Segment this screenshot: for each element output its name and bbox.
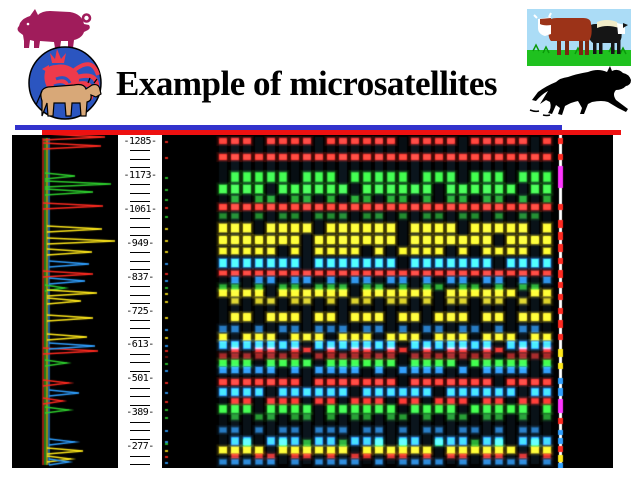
ruler-minor-tick [130, 158, 150, 160]
ruler-minor-tick [130, 464, 150, 466]
electropherogram-trace-panel [12, 135, 118, 468]
ruler-minor-tick [130, 167, 150, 169]
ruler-tick-label: -1285- [123, 136, 157, 147]
black-animal [588, 20, 628, 54]
rooster-and-cow-logo-icon [28, 46, 102, 120]
ruler-tick-label: -725- [126, 305, 154, 317]
ruler-minor-tick [130, 319, 150, 321]
ruler-minor-tick [130, 252, 150, 254]
ruler-tick-label: -389- [126, 407, 154, 419]
ruler-minor-tick [130, 303, 150, 305]
slide-title: Example of microsatellites [116, 64, 498, 103]
ruler-minor-tick [130, 421, 150, 423]
ruler-minor-tick [130, 404, 150, 406]
brown-cow [533, 12, 592, 55]
ruler-minor-tick [130, 269, 150, 271]
ruler-minor-tick [130, 353, 150, 355]
trace-canvas [12, 135, 118, 468]
pig-icon [17, 9, 92, 48]
ruler-minor-tick [130, 184, 150, 186]
ruler-minor-tick [130, 218, 150, 220]
ruler-minor-tick [130, 438, 150, 440]
ruler-tick-label: -613- [126, 339, 154, 351]
ruler-minor-tick [130, 336, 150, 338]
ruler-minor-tick [130, 192, 150, 194]
ruler-minor-tick [130, 201, 150, 203]
gel-canvas [162, 135, 613, 468]
ruler-tick-label: -837- [126, 271, 154, 283]
ruler-tick-label: -949- [126, 237, 154, 249]
ruler-minor-tick [130, 226, 150, 228]
ruler-minor-tick [130, 396, 150, 398]
ruler-minor-tick [130, 150, 150, 152]
divider-blue-bar [15, 125, 562, 130]
ruler-minor-tick [130, 370, 150, 372]
ruler-minor-tick [130, 294, 150, 296]
cattle-pasture-image [527, 9, 631, 66]
divider-red-bar [42, 130, 621, 135]
ruler-tick-label: -277- [126, 441, 154, 453]
ruler-minor-tick [130, 286, 150, 288]
ruler-tick-label: -1061- [123, 203, 157, 215]
ruler-minor-tick [130, 260, 150, 262]
ruler-minor-tick [130, 328, 150, 330]
size-ruler-panel: -1285- -1173- -1061- -949- -837- -725- -613- -5… [118, 135, 162, 468]
ruler-minor-tick [130, 387, 150, 389]
horse-icon [529, 66, 631, 117]
ruler-minor-tick [130, 455, 150, 457]
ruler-minor-tick [130, 235, 150, 237]
ruler-tick-label: -501- [126, 373, 154, 385]
gel-image-panel [162, 135, 613, 468]
ruler-tick-label: -1173- [123, 169, 157, 181]
ruler-minor-tick [130, 430, 150, 432]
ruler-minor-tick [130, 362, 150, 364]
